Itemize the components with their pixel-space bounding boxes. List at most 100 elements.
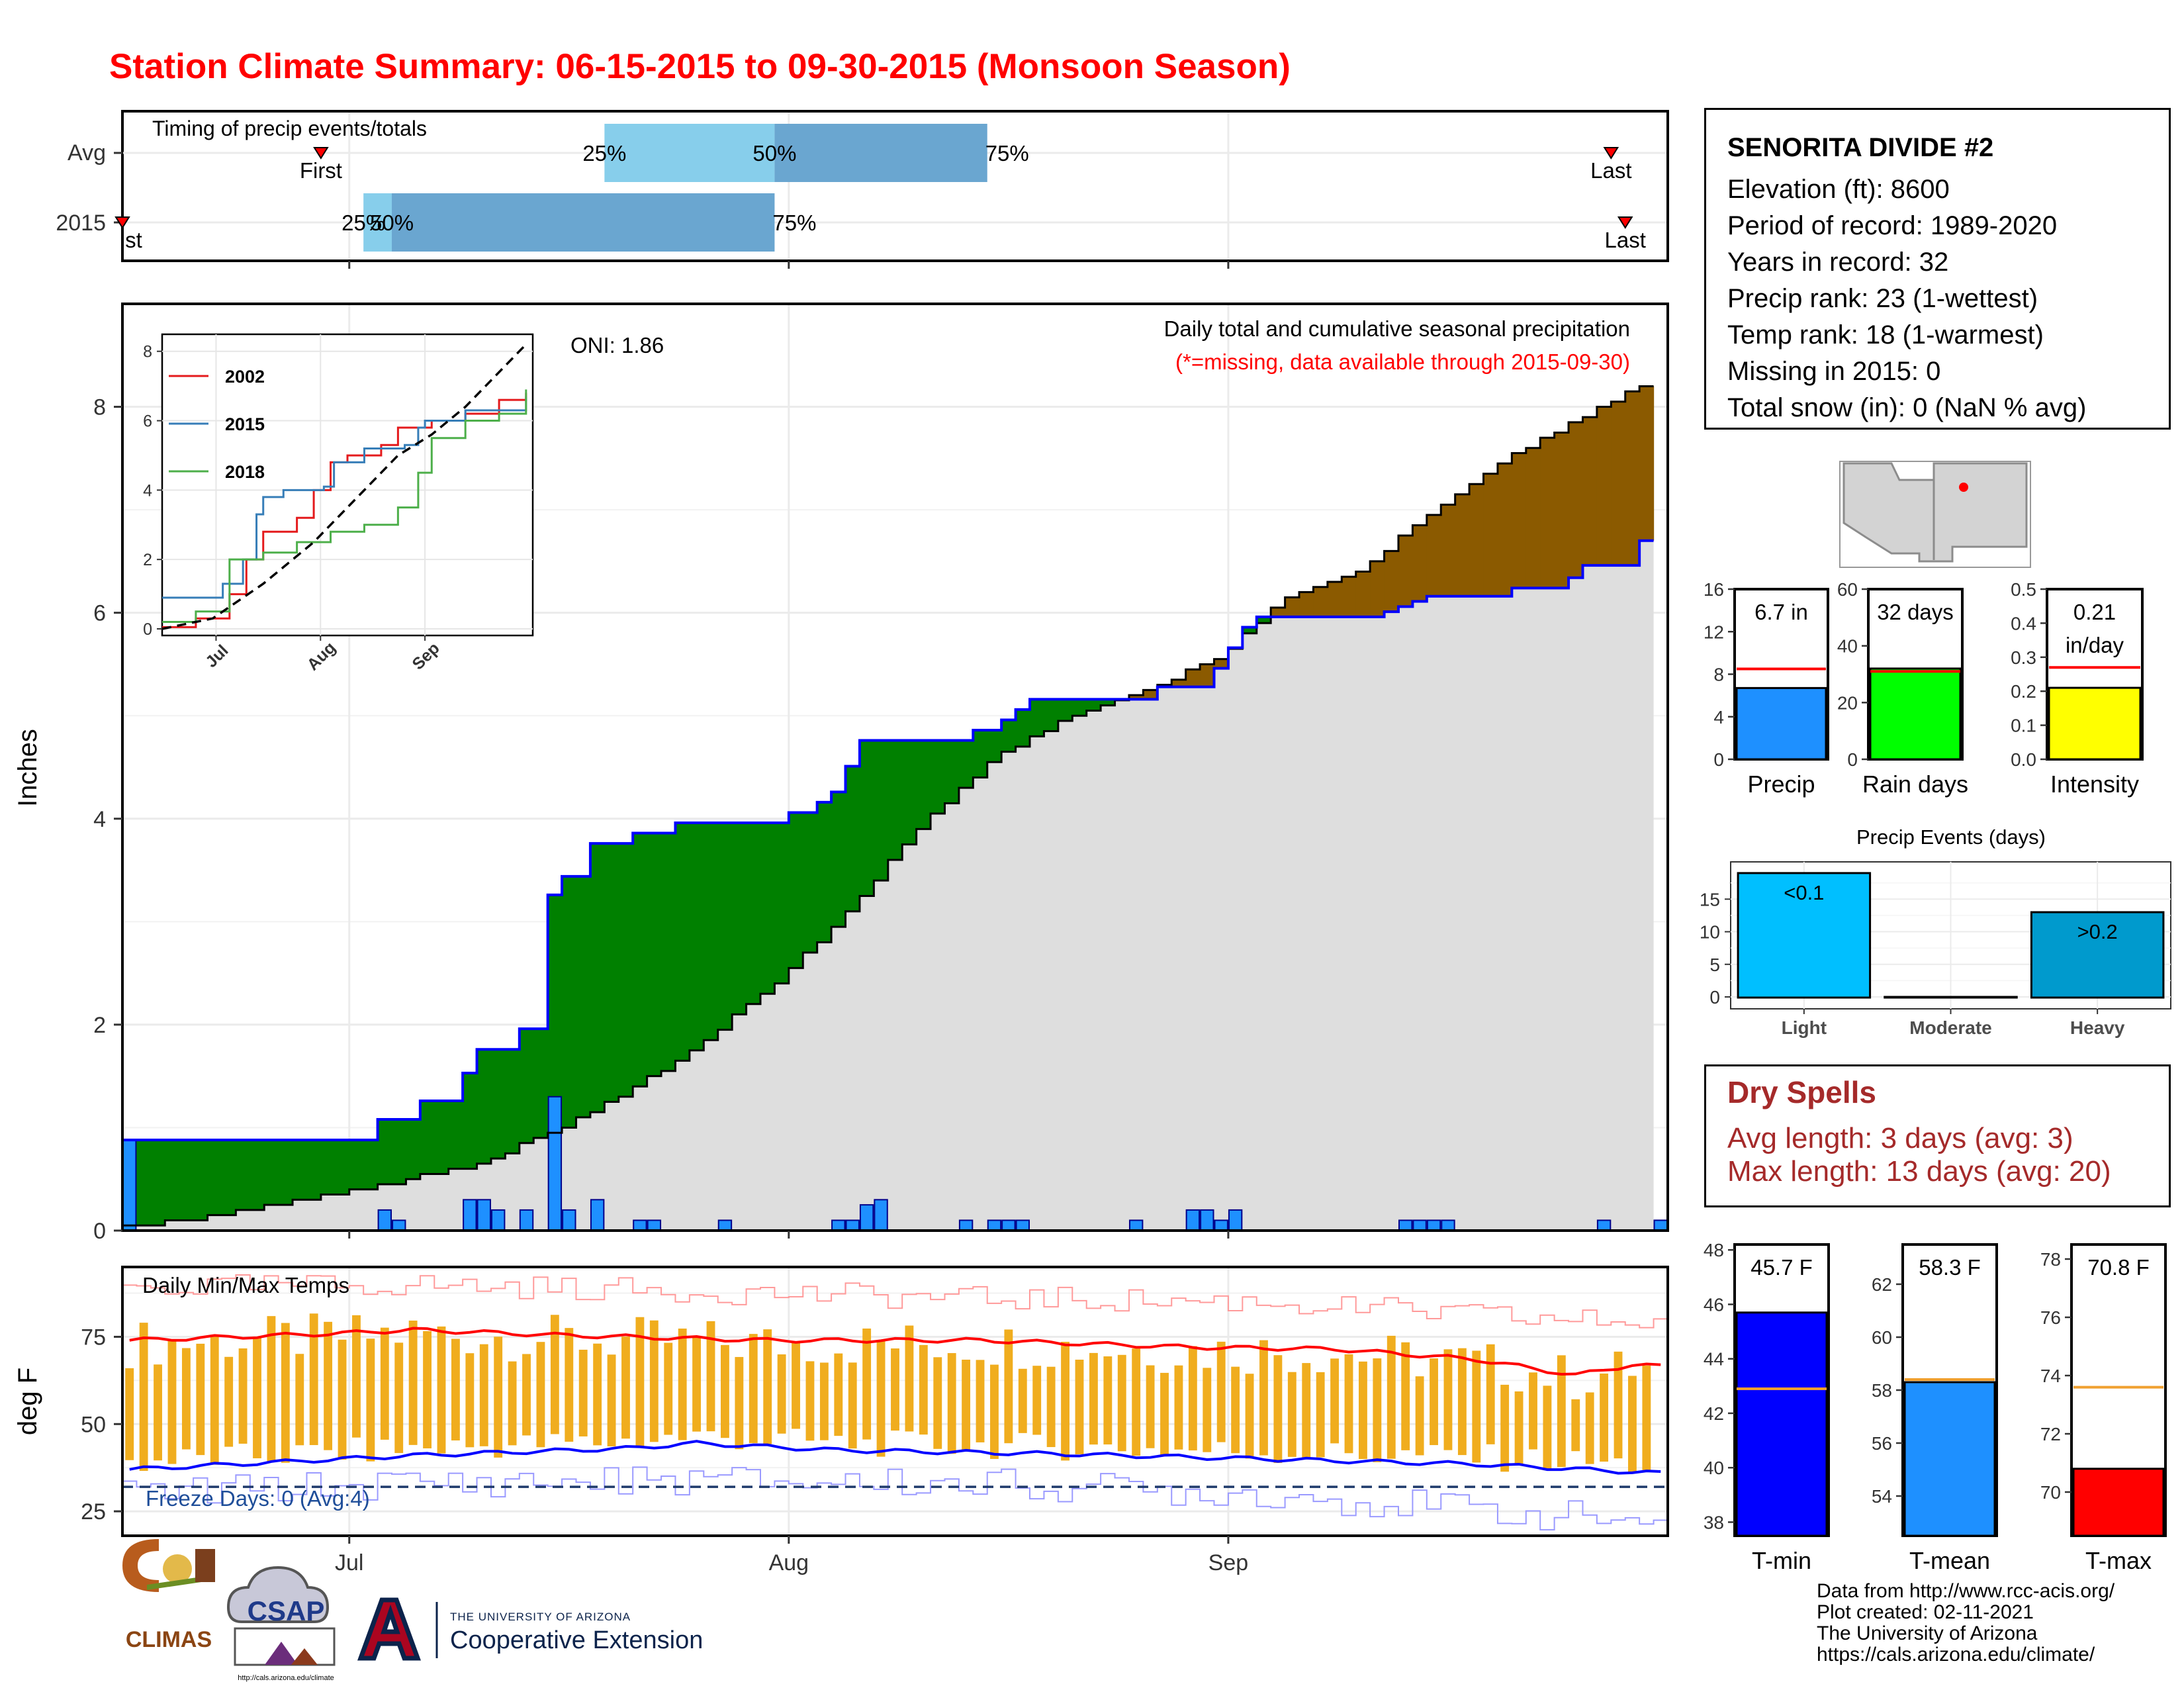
temp-daily-bar (480, 1344, 488, 1446)
temp-daily-bar (196, 1344, 205, 1455)
temp-daily-bar (678, 1329, 687, 1440)
temp-summary-bar-1-value-label: 58.3 F (1919, 1255, 1981, 1280)
events-y-tick-label: 10 (1700, 922, 1720, 943)
timing-label-75: 75% (772, 211, 816, 235)
timing-chart: 25% 50% 75%First Last25%50% 75%st Last Timing… (56, 111, 1668, 269)
events-y-tick-label: 15 (1700, 889, 1720, 910)
temp-daily-bar (1401, 1342, 1410, 1450)
temp-daily-bar (976, 1360, 985, 1442)
ua-logo: THE UNIVERSITY OF ARIZONA Cooperative Ex… (361, 1600, 703, 1658)
precip-daily-bar (719, 1220, 731, 1231)
oni-annotation: ONI: 1.86 (570, 333, 664, 357)
inset-legend-label: 2018 (225, 462, 265, 482)
temp-chart: 255075 Jul Aug Sep Daily Min/Max Temps Fre… (13, 1267, 1668, 1575)
precip-dry-area (1582, 417, 1597, 565)
temp-daily-bar (465, 1353, 474, 1447)
precip-dry-area (1455, 494, 1470, 596)
precip-y-label: Inches (13, 729, 42, 807)
precip-wet-area (959, 741, 974, 788)
temp-daily-bar (366, 1338, 375, 1461)
temp-daily-bar (565, 1328, 573, 1442)
timing-label-75: 75% (985, 141, 1029, 165)
temp-daily-bar (806, 1361, 815, 1440)
inset-frame (162, 334, 533, 635)
inset-chart: 200220152018 02468Jul Aug Sep (143, 334, 533, 674)
precip-dry-area (1597, 407, 1612, 566)
season-bar-1-y-tick-label: 60 (1837, 579, 1858, 600)
temp-daily-bar (848, 1362, 857, 1448)
temp-daily-bar (1500, 1385, 1509, 1472)
temp-summary-bar-0-bar (1737, 1313, 1827, 1536)
precip-wet-area (306, 1140, 321, 1199)
events-x-label: Moderate (1909, 1017, 1991, 1038)
temp-daily-bar (1642, 1366, 1651, 1470)
season-bar-1-value-label: 32 days (1877, 600, 1954, 624)
temp-daily-bar (310, 1313, 318, 1445)
precip-dry-area (1611, 402, 1625, 565)
temp-daily-bar (1217, 1342, 1226, 1442)
precip-daily-bar (549, 1097, 561, 1231)
season-bar-0-y-tick-label: 0 (1713, 749, 1724, 770)
temp-daily-bar (1444, 1349, 1453, 1450)
season-bar-2-y-tick-label: 0.5 (2011, 579, 2036, 600)
precip-wet-area (136, 1140, 151, 1225)
season-bar-0-value-label: 6.7 in (1754, 600, 1808, 624)
temp-daily-bar (1246, 1374, 1254, 1458)
precip-wet-area (846, 766, 860, 911)
precip-wet-area (293, 1140, 307, 1199)
timing-last-label: Last (1605, 228, 1646, 252)
events-x-label: Heavy (2070, 1017, 2125, 1038)
timing-label-50: 50% (752, 141, 796, 165)
precip-dry-area (1299, 592, 1314, 617)
temp-daily-bar (224, 1357, 233, 1447)
temp-summary-bar-2-y-tick-label: 74 (2040, 1366, 2061, 1386)
season-bar-2-y-tick-label: 0.3 (2011, 647, 2036, 668)
precip-dry-area (1385, 551, 1399, 612)
precip-dry-area (1143, 690, 1158, 699)
state-map (1840, 461, 2030, 567)
precip-wet-area (675, 823, 690, 1060)
precip-daily-bar (1187, 1210, 1199, 1231)
temp-daily-bar (990, 1365, 999, 1459)
precip-daily-bar (1441, 1220, 1454, 1231)
temp-daily-bar (778, 1354, 786, 1434)
temp-daily-bar (1586, 1392, 1594, 1464)
temp-daily-bar (1146, 1366, 1155, 1448)
precip-wet-area (321, 1140, 336, 1194)
season-bar-2-bar (2049, 688, 2140, 759)
precip-wet-area (1016, 710, 1030, 747)
precip-wet-area (520, 1029, 534, 1143)
temp-summary-bar-1-y-tick-label: 62 (1872, 1274, 1892, 1295)
temp-daily-bar (820, 1362, 829, 1440)
ua-small-label: THE UNIVERSITY OF ARIZONA (450, 1611, 631, 1623)
temp-daily-bar (125, 1368, 134, 1460)
precip-wet-area (378, 1119, 392, 1184)
events-chart: Precip Events (days) <0.1Light Moderate>0… (1700, 825, 2171, 1038)
precip-wet-area (917, 741, 931, 829)
temp-y-tick-label: 25 (81, 1499, 106, 1524)
precip-dry-area (1214, 659, 1228, 669)
season-bar-0-x-label: Precip (1747, 771, 1815, 798)
precip-daily-bar (1017, 1220, 1029, 1231)
timing-bar-50-75 (392, 193, 774, 252)
precip-wet-area (732, 823, 747, 1014)
season-bar-2-y-tick-label: 0.2 (2011, 681, 2036, 702)
temp-daily-bar (1189, 1346, 1197, 1451)
precip-title: Daily total and cumulative seasonal prec… (1164, 316, 1630, 341)
precip-chart: 0 2 4 6 8 Daily total and cumulative seasona… (13, 304, 1668, 1244)
temp-daily-bar (962, 1360, 970, 1450)
temp-summary-bar-2-value-label: 70.8 F (2087, 1255, 2150, 1280)
season-bar-2-y-tick-label: 0.1 (2011, 716, 2036, 736)
temp-summary-bar-2-y-tick-label: 78 (2040, 1249, 2061, 1270)
temp-daily-bar (239, 1348, 248, 1444)
temp-daily-bar (168, 1340, 177, 1464)
precip-wet-area (193, 1140, 208, 1220)
season-bar-0-y-tick-label: 8 (1713, 665, 1724, 685)
precip-daily-bar (591, 1199, 604, 1231)
precip-wet-area (434, 1101, 449, 1174)
temp-daily-bar (1175, 1366, 1183, 1450)
freeze-days-annotation: Freeze Days: 0 (Avg:4) (146, 1486, 370, 1511)
temp-summary-bar-1-y-tick-label: 56 (1872, 1433, 1892, 1454)
temp-daily-bar (1600, 1374, 1608, 1462)
precip-wet-area (392, 1119, 406, 1184)
